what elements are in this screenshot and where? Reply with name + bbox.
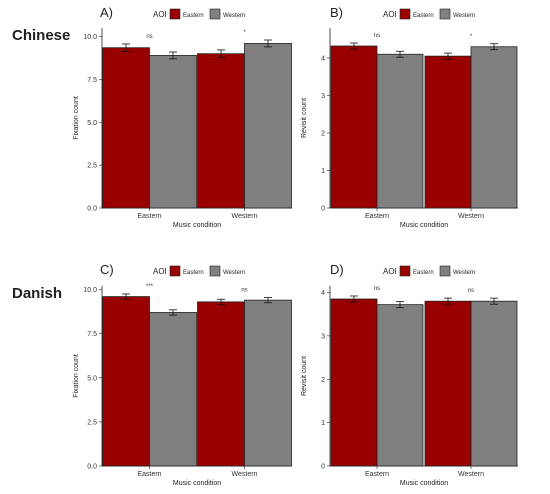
legend-label-western: Western (223, 13, 245, 19)
significance-label: ns (146, 34, 152, 40)
significance-label: * (243, 30, 246, 36)
significance-label: ns (468, 288, 474, 294)
legend-label-eastern: Eastern (413, 13, 434, 19)
bar-western (244, 43, 292, 209)
significance-label: ns (374, 286, 380, 292)
y-tick-label: 4 (321, 56, 325, 63)
bar-eastern (424, 300, 472, 467)
y-tick-label: 1 (321, 168, 325, 175)
x-tick-label: Eastern (365, 213, 389, 220)
x-axis-title: Music condition (173, 222, 221, 229)
legend-swatch-eastern (169, 8, 181, 20)
y-axis-title: Revisit count (301, 98, 308, 138)
legend-title: AOI (383, 267, 397, 276)
row-label-chinese: Chinese (12, 27, 70, 44)
legend-label-eastern: Eastern (183, 270, 204, 276)
chart-panel: B) AOI Eastern Western 0 1 2 3 4 Eastern ns Western… (301, 5, 518, 229)
y-tick-label: 2.5 (87, 163, 97, 170)
bar-western (470, 46, 518, 209)
x-tick-label: Eastern (365, 471, 389, 478)
y-axis-title: Revisit count (301, 356, 308, 396)
legend-label-western: Western (453, 13, 475, 19)
y-tick-label: 0 (321, 206, 325, 213)
significance-label: * (470, 34, 473, 40)
x-tick-label: Western (232, 213, 258, 220)
bar-western (244, 299, 292, 467)
y-tick-label: 2.5 (87, 419, 97, 426)
legend-label-eastern: Eastern (413, 270, 434, 276)
x-axis-title: Music condition (400, 480, 448, 487)
x-tick-label: Western (458, 471, 484, 478)
panel-label: B) (330, 5, 343, 20)
bar-eastern (102, 296, 150, 467)
row-label-danish: Danish (12, 285, 62, 302)
legend-swatch-western (209, 8, 221, 20)
chart-panel: A) AOI Eastern Western 0.0 2.5 5.0 7.5 10.0 Easte… (73, 5, 292, 229)
legend-title: AOI (383, 10, 397, 19)
legend-title: AOI (153, 267, 167, 276)
panel-label: C) (100, 262, 114, 277)
bar-western (149, 312, 197, 467)
y-tick-label: 5.0 (87, 120, 97, 127)
bar-western (470, 300, 518, 467)
y-axis-title: Fixation count (73, 96, 80, 140)
legend-swatch-western (439, 265, 451, 277)
bar-eastern (330, 298, 378, 467)
y-tick-label: 2 (321, 377, 325, 384)
y-tick-label: 3 (321, 333, 325, 340)
y-tick-label: 5.0 (87, 375, 97, 382)
legend-title: AOI (153, 10, 167, 19)
panel-label: A) (100, 5, 113, 20)
bar-eastern (197, 301, 245, 467)
legend-swatch-eastern (399, 265, 411, 277)
y-tick-label: 0.0 (87, 464, 97, 471)
y-tick-label: 2 (321, 131, 325, 138)
x-axis-title: Music condition (400, 222, 448, 229)
panel-label: D) (330, 262, 344, 277)
bar-eastern (424, 55, 472, 209)
legend-swatch-western (439, 8, 451, 20)
significance-label: *** (146, 284, 154, 290)
y-tick-label: 3 (321, 93, 325, 100)
y-tick-label: 1 (321, 420, 325, 427)
y-tick-label: 10.0 (83, 287, 97, 294)
y-tick-label: 0.0 (87, 206, 97, 213)
bar-western (376, 304, 424, 467)
legend-label-western: Western (453, 270, 475, 276)
x-axis-title: Music condition (173, 480, 221, 487)
chart-panel: C) AOI Eastern Western 0.0 2.5 5.0 7.5 10.0 Easte… (73, 262, 292, 487)
y-tick-label: 4 (321, 290, 325, 297)
legend-swatch-western (209, 265, 221, 277)
significance-label: ns (241, 287, 247, 293)
x-tick-label: Eastern (137, 213, 161, 220)
legend-label-western: Western (223, 270, 245, 276)
bar-eastern (330, 45, 378, 209)
bar-western (149, 55, 197, 209)
legend-swatch-eastern (169, 265, 181, 277)
bar-eastern (197, 53, 245, 209)
y-tick-label: 7.5 (87, 77, 97, 84)
y-tick-label: 0 (321, 464, 325, 471)
y-tick-label: 10.0 (83, 34, 97, 41)
y-axis-title: Fixation count (73, 354, 80, 398)
significance-label: ns (374, 33, 380, 39)
x-tick-label: Western (458, 213, 484, 220)
bar-eastern (102, 47, 150, 209)
chart-panel: D) AOI Eastern Western 0 1 2 3 4 Eastern ns Western… (301, 262, 518, 487)
x-tick-label: Eastern (137, 471, 161, 478)
x-tick-label: Western (232, 471, 258, 478)
bar-western (376, 53, 424, 209)
legend-swatch-eastern (399, 8, 411, 20)
legend-label-eastern: Eastern (183, 13, 204, 19)
y-tick-label: 7.5 (87, 331, 97, 338)
